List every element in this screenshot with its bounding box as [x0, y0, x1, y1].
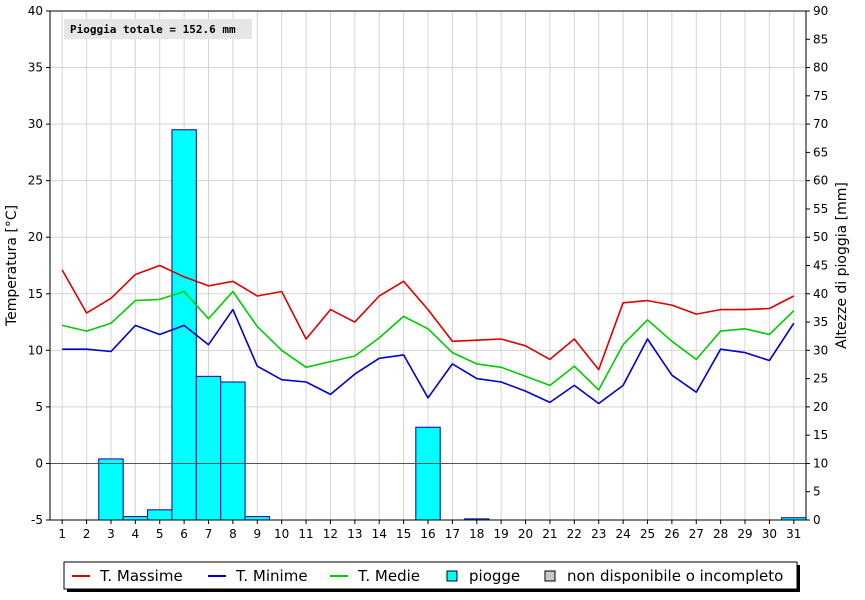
temperature-lines [61, 264, 795, 405]
y2-tick-label: 35 [813, 315, 828, 329]
legend-box-swatch [446, 570, 458, 582]
right-axis-ticks: 0 5 10 15 20 25 30 35 40 45 50 55 60 65 70 75 80 85 90 [806, 4, 828, 527]
x-tick-label: 25 [640, 527, 655, 541]
legend: T. Massime T. Minime T. Medie piogge non dis… [63, 561, 800, 592]
rain-bar [244, 516, 270, 521]
annotation-box [64, 19, 252, 39]
x-tick-label: 17 [445, 527, 460, 541]
x-tick-label: 24 [615, 527, 630, 541]
y-tick-label: -5 [31, 513, 43, 527]
y-tick-label: 10 [28, 343, 43, 357]
y2-tick-label: 50 [813, 230, 828, 244]
x-tick-label: 27 [689, 527, 704, 541]
x-tick-label: 18 [469, 527, 484, 541]
rain-bar [147, 509, 173, 521]
x-tick-label: 6 [180, 527, 188, 541]
legend-label: piogge [469, 567, 520, 585]
series-line [61, 264, 795, 371]
y2-tick-label: 55 [813, 202, 828, 216]
x-tick-label: 8 [229, 527, 237, 541]
y2-tick-label: 80 [813, 61, 828, 75]
x-tick-label: 10 [274, 527, 289, 541]
y-tick-label: 40 [28, 4, 43, 18]
series-line [62, 308, 795, 405]
legend-label: T. Massime [99, 567, 183, 585]
y-tick-label: 20 [28, 230, 43, 244]
x-tick-label: 19 [494, 527, 509, 541]
total-rain-annotation: Pioggia totale = 152.6 mm [64, 19, 252, 39]
rain-bar [220, 381, 246, 521]
left-axis-label: Temperatura [°C] [4, 205, 20, 327]
x-tick-label: 23 [591, 527, 606, 541]
grid [50, 10, 806, 521]
x-tick-label: 4 [132, 527, 140, 541]
x-tick-label: 12 [323, 527, 338, 541]
x-tick-label: 11 [298, 527, 313, 541]
x-tick-label: 13 [347, 527, 362, 541]
y-tick-label: 35 [28, 61, 43, 75]
left-axis-ticks: -5 0 5 10 15 20 25 30 35 40 [28, 4, 50, 527]
y2-tick-label: 40 [813, 287, 828, 301]
y2-tick-label: 25 [813, 372, 828, 386]
x-tick-label: 5 [156, 527, 164, 541]
x-tick-label: 28 [713, 527, 728, 541]
x-tick-label: 26 [664, 527, 679, 541]
rain-bar [98, 458, 124, 521]
y2-tick-label: 75 [813, 89, 828, 103]
legend-box [63, 561, 798, 590]
legend-label: T. Medie [357, 567, 420, 585]
y2-tick-label: 90 [813, 4, 828, 18]
x-tick-label: 30 [762, 527, 777, 541]
right-axis-label: Altezze di pioggia [mm] [834, 182, 850, 349]
x-axis-ticks: 1 2 3 4 5 6 7 8 9 10 11 12 13 14 15 16 17 18 19 20 21 22 23 24 2… [58, 520, 801, 541]
y2-tick-label: 15 [813, 428, 828, 442]
x-tick-label: 16 [420, 527, 435, 541]
x-tick-label: 20 [518, 527, 533, 541]
x-tick-label: 15 [396, 527, 411, 541]
y-tick-label: 0 [35, 456, 43, 470]
x-tick-label: 2 [83, 527, 91, 541]
y-tick-label: 30 [28, 117, 43, 131]
series-line [62, 290, 795, 391]
x-tick-label: 7 [205, 527, 213, 541]
y2-tick-label: 45 [813, 259, 828, 273]
x-tick-label: 22 [567, 527, 582, 541]
x-tick-label: 21 [542, 527, 557, 541]
y-tick-label: 25 [28, 174, 43, 188]
y2-tick-label: 30 [813, 343, 828, 357]
legend-box-swatch [544, 570, 556, 582]
x-tick-label: 31 [786, 527, 801, 541]
y2-tick-label: 60 [813, 174, 828, 188]
y2-tick-label: 10 [813, 456, 828, 470]
x-tick-label: 3 [107, 527, 115, 541]
x-tick-label: 29 [737, 527, 752, 541]
y2-tick-label: 20 [813, 400, 828, 414]
annotation-text: Pioggia totale = 152.6 mm [70, 23, 236, 36]
x-tick-label: 14 [372, 527, 387, 541]
x-tick-label: 1 [58, 527, 66, 541]
legend-label: T. Minime [235, 567, 308, 585]
x-tick-label: 9 [253, 527, 261, 541]
y-tick-label: 5 [35, 400, 43, 414]
rain-bar [195, 375, 222, 521]
y2-tick-label: 65 [813, 145, 828, 159]
legend-label: non disponibile o incompleto [567, 567, 783, 585]
y-tick-label: 15 [28, 287, 43, 301]
y2-tick-label: 0 [813, 513, 821, 527]
rain-bar [415, 426, 441, 521]
y2-tick-label: 5 [813, 485, 821, 499]
y2-tick-label: 70 [813, 117, 828, 131]
y2-tick-label: 85 [813, 32, 828, 46]
rain-bar [122, 516, 149, 521]
